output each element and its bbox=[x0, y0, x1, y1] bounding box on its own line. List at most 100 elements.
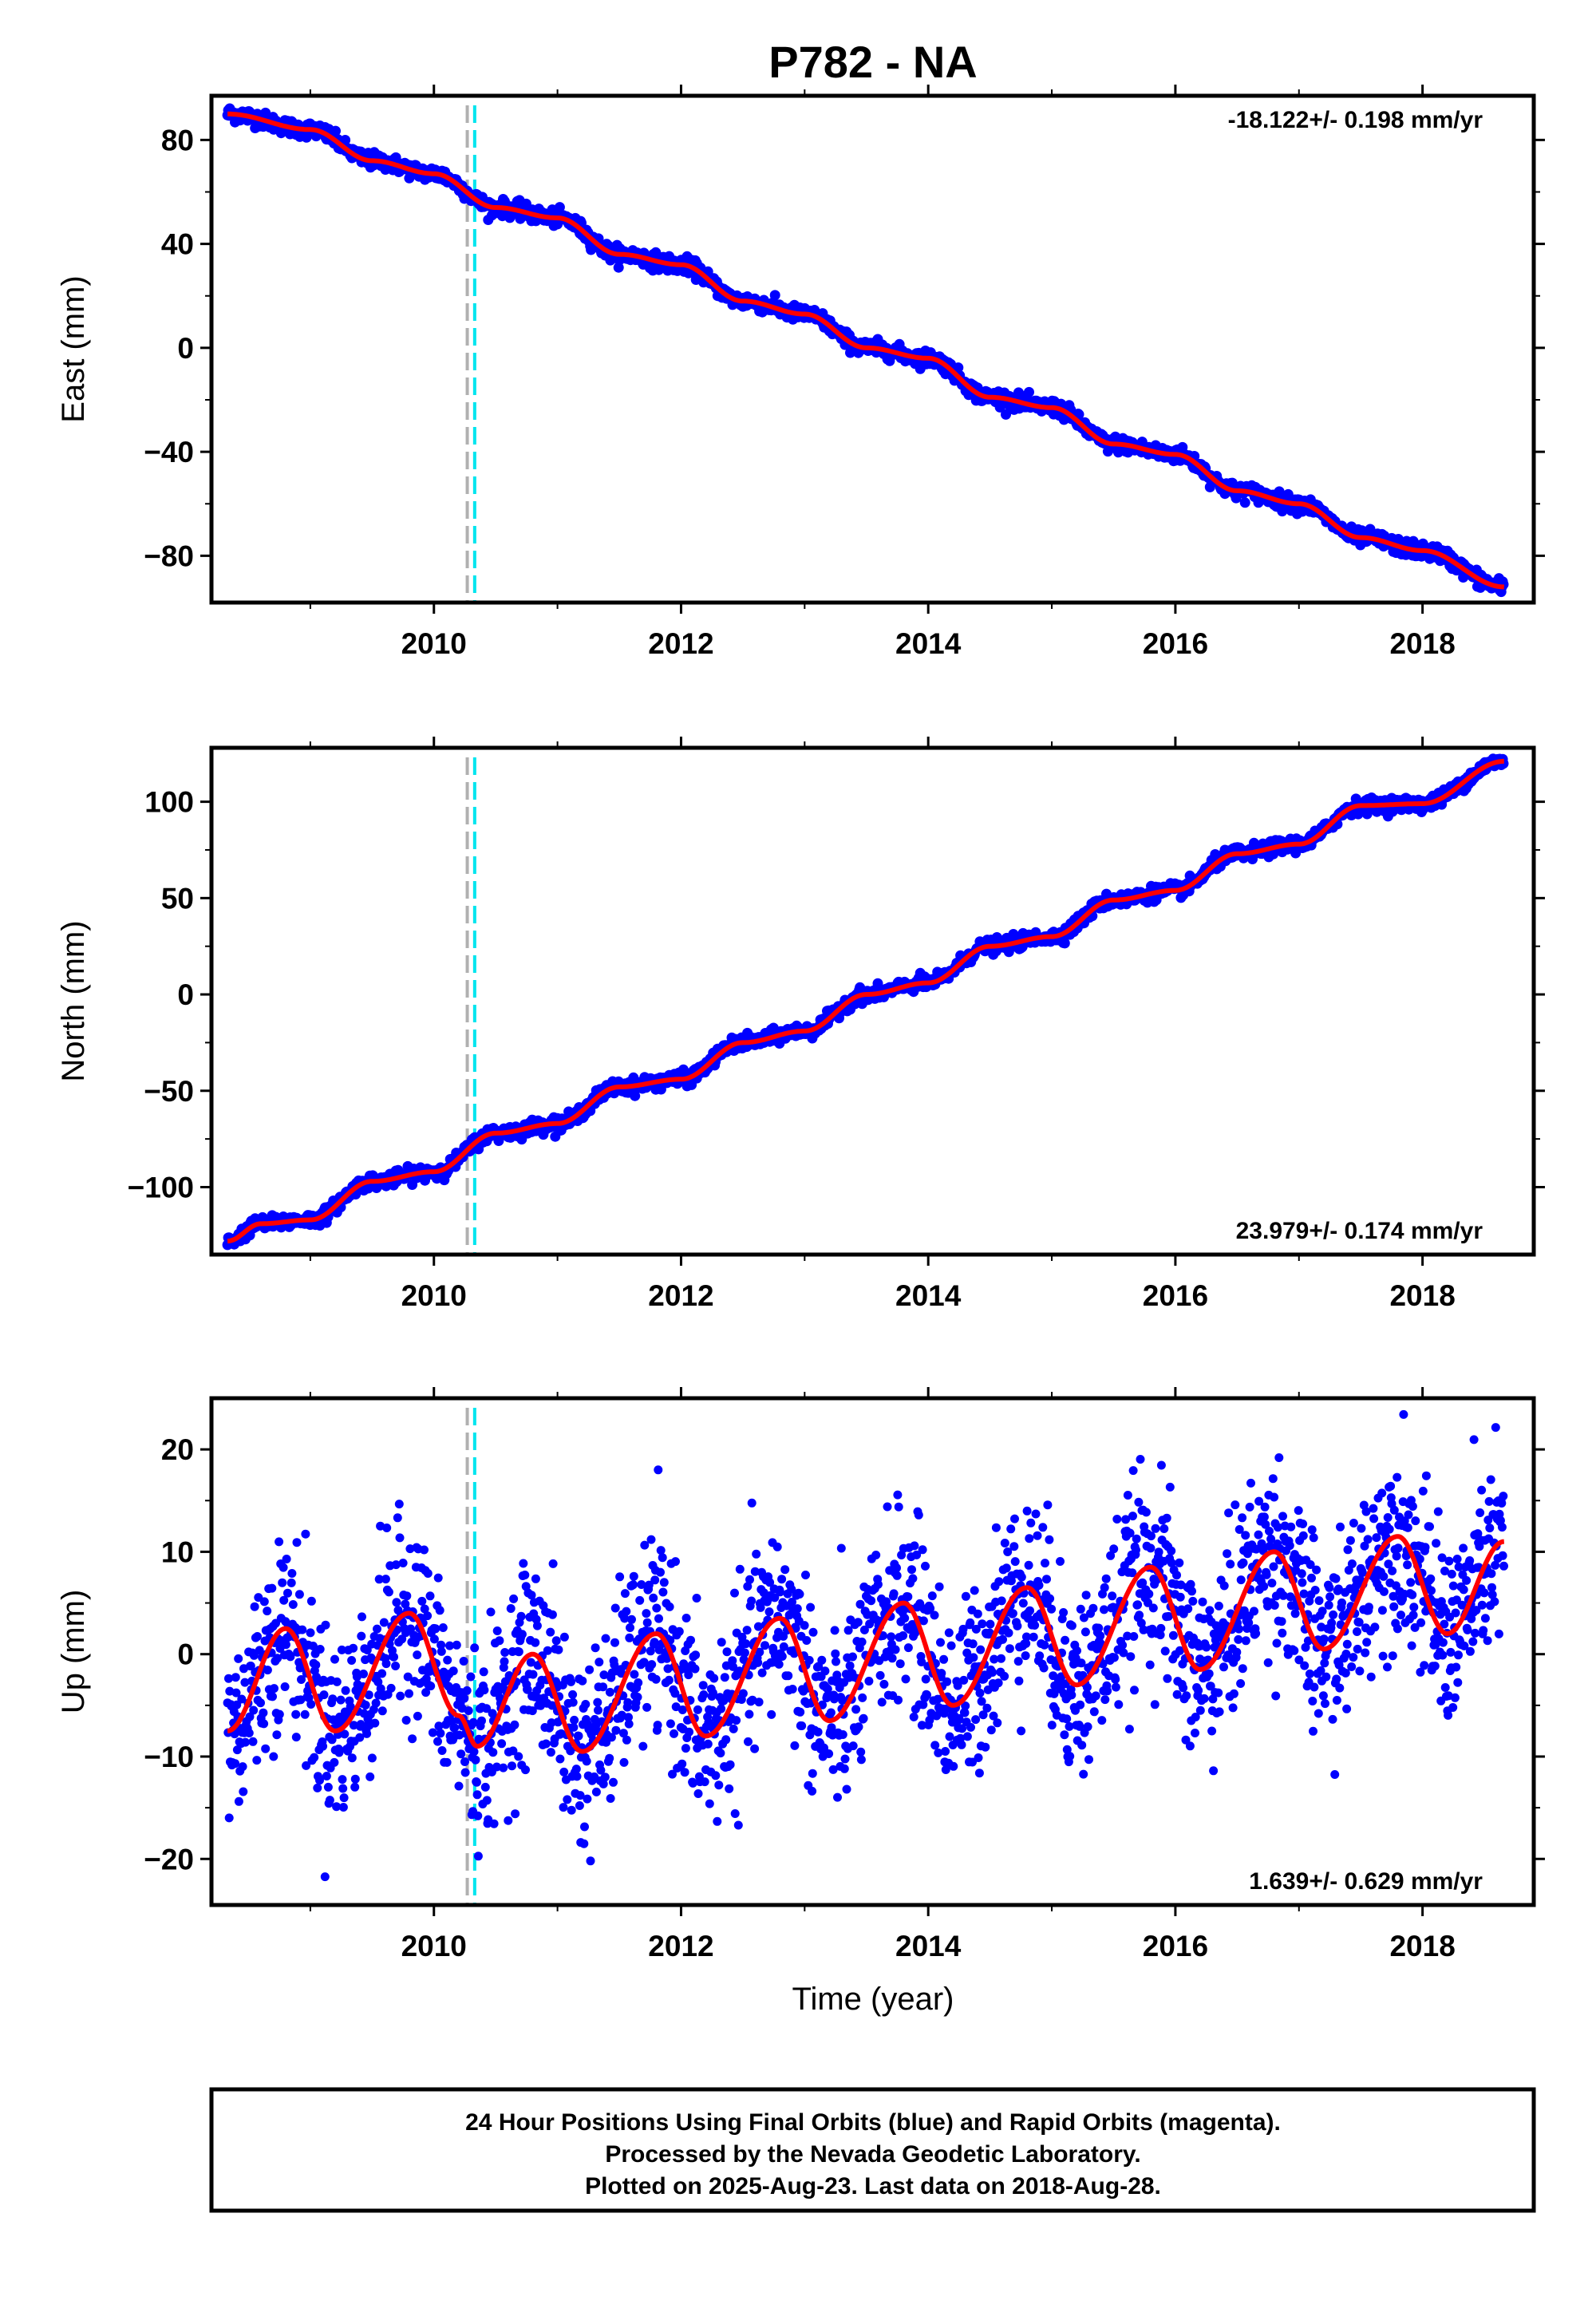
position-point bbox=[626, 1623, 634, 1632]
position-point bbox=[255, 1646, 264, 1655]
position-point bbox=[930, 1611, 939, 1620]
position-point bbox=[742, 1626, 752, 1635]
position-point bbox=[506, 1604, 516, 1613]
position-point bbox=[717, 1704, 726, 1713]
position-point bbox=[423, 1611, 433, 1621]
position-point bbox=[389, 1652, 398, 1662]
position-point bbox=[464, 1706, 473, 1715]
position-point bbox=[543, 1646, 552, 1655]
position-point bbox=[237, 1694, 247, 1704]
position-point bbox=[298, 1625, 307, 1634]
position-point bbox=[516, 1611, 526, 1621]
position-point bbox=[853, 1618, 863, 1627]
position-point bbox=[836, 1543, 846, 1553]
position-point bbox=[808, 1627, 818, 1637]
position-point bbox=[851, 1705, 861, 1714]
position-point bbox=[788, 1685, 797, 1694]
position-point bbox=[252, 1756, 262, 1765]
position-point bbox=[974, 1769, 984, 1778]
position-point bbox=[591, 1643, 600, 1653]
position-point bbox=[907, 1565, 916, 1575]
x-tick-label: 2012 bbox=[648, 1930, 713, 1962]
position-point bbox=[892, 1571, 902, 1580]
position-point bbox=[804, 1655, 814, 1665]
position-point bbox=[966, 1722, 975, 1732]
position-point bbox=[263, 1666, 272, 1675]
position-point bbox=[417, 1596, 427, 1606]
position-point bbox=[609, 1777, 618, 1787]
position-point bbox=[338, 1784, 348, 1793]
position-point bbox=[386, 1683, 396, 1693]
position-point bbox=[361, 1701, 370, 1709]
position-point bbox=[500, 1657, 509, 1666]
position-point bbox=[936, 1638, 945, 1647]
position-point bbox=[754, 1697, 764, 1707]
position-point bbox=[733, 1820, 743, 1830]
position-point bbox=[279, 1563, 288, 1572]
position-point bbox=[620, 1589, 630, 1599]
position-point bbox=[435, 1606, 444, 1615]
position-point bbox=[470, 1643, 480, 1653]
position-point bbox=[365, 1772, 375, 1781]
position-point bbox=[1001, 409, 1011, 420]
position-point bbox=[521, 1765, 530, 1775]
position-point bbox=[330, 1757, 339, 1767]
position-point bbox=[690, 1664, 700, 1674]
position-point bbox=[241, 1737, 250, 1747]
position-point bbox=[402, 1591, 412, 1601]
position-point bbox=[371, 1698, 381, 1708]
position-point bbox=[334, 1748, 344, 1757]
position-point bbox=[630, 1670, 639, 1679]
position-point bbox=[443, 1655, 452, 1665]
position-point bbox=[570, 1715, 579, 1725]
position-point bbox=[582, 1757, 591, 1766]
position-point bbox=[346, 1702, 355, 1711]
position-point bbox=[355, 1733, 365, 1742]
position-point bbox=[730, 1809, 740, 1818]
position-point bbox=[867, 1596, 876, 1606]
position-point bbox=[224, 1674, 233, 1683]
position-point bbox=[957, 1740, 966, 1749]
position-point bbox=[480, 1686, 489, 1695]
position-point bbox=[349, 1643, 358, 1653]
position-point bbox=[864, 1677, 874, 1686]
position-point bbox=[830, 1626, 839, 1635]
position-point bbox=[240, 1678, 250, 1687]
position-point bbox=[594, 1705, 602, 1715]
position-point bbox=[431, 1624, 440, 1634]
position-point bbox=[711, 1771, 721, 1780]
position-point bbox=[310, 1753, 319, 1762]
position-point bbox=[350, 1782, 360, 1792]
position-point bbox=[338, 1803, 348, 1812]
position-point bbox=[225, 1686, 235, 1696]
position-point bbox=[747, 1498, 757, 1508]
position-point bbox=[817, 1655, 827, 1665]
plot-frame bbox=[209, 745, 1536, 1257]
position-point bbox=[730, 1588, 739, 1598]
position-point bbox=[347, 1753, 357, 1763]
position-point bbox=[586, 1856, 595, 1866]
position-point bbox=[622, 1735, 631, 1745]
position-point bbox=[848, 1652, 857, 1662]
position-point bbox=[968, 1639, 978, 1649]
position-point bbox=[624, 1719, 634, 1729]
position-point bbox=[796, 1707, 805, 1717]
y-tick-label: 40 bbox=[161, 228, 194, 261]
position-point bbox=[336, 1695, 346, 1705]
position-point bbox=[471, 1755, 480, 1765]
position-point bbox=[454, 1781, 464, 1791]
position-point bbox=[308, 1642, 318, 1650]
position-point bbox=[974, 1753, 983, 1762]
position-point bbox=[605, 1753, 614, 1763]
position-point bbox=[253, 1632, 262, 1641]
position-point bbox=[267, 1583, 277, 1593]
position-point bbox=[554, 1645, 563, 1654]
position-point bbox=[903, 1592, 913, 1602]
position-point bbox=[760, 1641, 769, 1650]
position-point bbox=[578, 1676, 587, 1686]
position-point bbox=[315, 1776, 324, 1785]
position-point bbox=[472, 1790, 482, 1800]
position-point bbox=[306, 1628, 315, 1638]
position-point bbox=[492, 1626, 502, 1635]
position-point bbox=[291, 1733, 301, 1742]
